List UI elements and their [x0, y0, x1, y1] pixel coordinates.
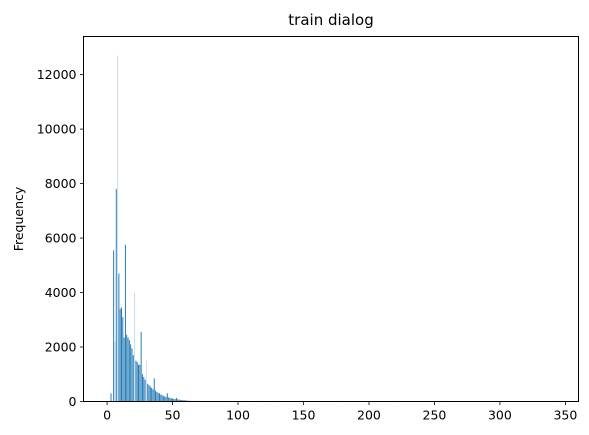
y-tick-label: 12000 [37, 67, 77, 82]
x-tick-label: 200 [357, 408, 381, 423]
y-axis-label: Frequency [11, 186, 26, 251]
x-tick-label: 250 [423, 408, 447, 423]
histogram-bar [130, 344, 132, 402]
chart-title: train dialog [288, 11, 373, 29]
y-tick-label: 6000 [45, 231, 77, 246]
histogram-bar [122, 317, 124, 402]
histogram-bar [155, 390, 157, 402]
histogram-bar [139, 364, 141, 402]
histogram-bar [140, 332, 142, 402]
x-tick-label: 0 [103, 408, 111, 423]
histogram-bar [151, 387, 153, 402]
histogram-bar [173, 398, 175, 402]
histogram-bar [161, 394, 163, 402]
histogram-bar [179, 399, 181, 402]
histogram-bar [121, 307, 122, 402]
x-tick-label: 300 [488, 408, 512, 423]
histogram-bar [152, 389, 154, 402]
histogram-bar [124, 244, 126, 402]
histogram-bar [182, 400, 184, 402]
histogram-bar [144, 379, 146, 402]
histogram-bar [147, 383, 149, 402]
histogram-bar [148, 385, 150, 402]
histogram-bar [113, 250, 115, 402]
histogram-bar [172, 398, 174, 402]
histogram-bar [135, 360, 137, 402]
histogram-bar [156, 391, 158, 402]
histogram-bar [126, 334, 128, 402]
histogram-bar [165, 396, 167, 402]
histogram-bar [118, 273, 120, 402]
histogram-bar [162, 396, 164, 402]
histogram-bar [159, 393, 160, 402]
x-tick-label: 100 [226, 408, 250, 423]
x-tick-label: 50 [165, 408, 181, 423]
x-tick-label: 350 [553, 408, 577, 423]
y-tick-label: 4000 [45, 285, 77, 300]
histogram-bar [134, 292, 136, 402]
histogram-bar [185, 400, 187, 402]
histogram-bar [143, 376, 145, 402]
histogram-bar [164, 396, 166, 402]
histogram-bar [136, 362, 138, 402]
histogram-bar [127, 337, 129, 402]
y-tick-label: 0 [69, 394, 77, 409]
histogram-bar [110, 393, 112, 402]
histogram-bar [132, 355, 134, 402]
histogram-bar [117, 55, 119, 402]
histogram-bar [166, 393, 168, 402]
y-tick-label: 8000 [45, 176, 77, 191]
histogram-bar [181, 400, 183, 402]
histogram-bar [174, 399, 176, 402]
histogram-bar [176, 397, 177, 402]
histogram-bar [131, 348, 133, 402]
histogram-bar [115, 189, 117, 402]
histogram-bar [177, 399, 179, 402]
x-tick-label: 150 [292, 408, 316, 423]
histogram-bar [141, 374, 143, 402]
x-axis-ticks: 0 50 100 150 200 250 300 350 [103, 401, 577, 423]
y-tick-label: 10000 [37, 122, 77, 137]
histogram-bar [123, 337, 125, 402]
histogram-bar [153, 378, 155, 402]
histogram-bar [149, 386, 151, 402]
histogram-bar [138, 364, 139, 402]
y-axis-ticks: 0 2000 4000 6000 8000 10000 12000 [37, 67, 84, 409]
y-tick-label: 2000 [45, 340, 77, 355]
histogram-bar [168, 397, 170, 402]
histogram-bar [178, 399, 180, 402]
histogram-bar [157, 392, 159, 402]
plot-area-frame [83, 36, 579, 402]
histogram-bar [128, 340, 130, 402]
histogram-bar [119, 308, 121, 402]
histogram-bar [169, 397, 171, 402]
histogram-bar [160, 394, 162, 402]
histogram-bar [183, 400, 185, 402]
histogram-bar [145, 360, 147, 402]
histogram-bar [170, 398, 172, 402]
histogram-bar [114, 341, 116, 402]
